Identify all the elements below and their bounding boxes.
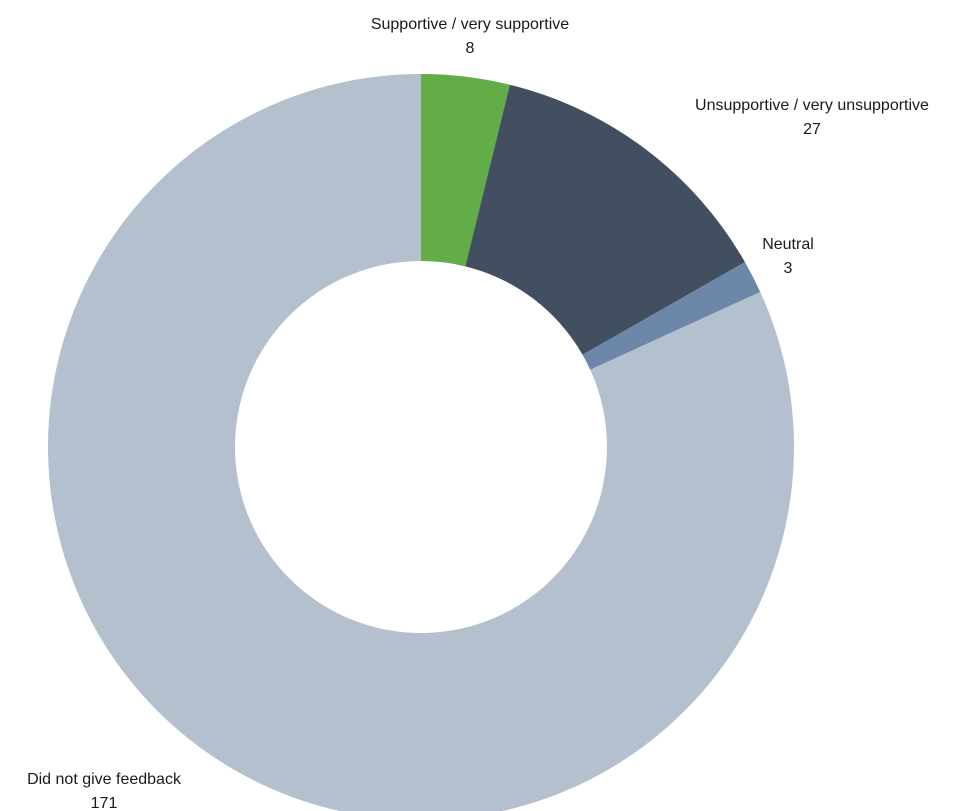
slice-value: 171	[91, 795, 118, 811]
slice-label: Did not give feedback	[27, 771, 182, 788]
slice-value: 8	[466, 40, 475, 57]
slice-did-not-give-feedback	[48, 74, 795, 811]
slice-label: Neutral	[762, 236, 814, 253]
slice-labels: Supportive / very supportive 8 Unsupportiv…	[27, 16, 929, 811]
slice-supportive-very-supportive	[421, 74, 510, 267]
donut-slices	[48, 74, 795, 811]
slice-value: 3	[784, 260, 793, 277]
slice-unsupportive-very-unsupportive	[465, 84, 745, 355]
slice-label: Supportive / very supportive	[371, 16, 569, 33]
slice-neutral	[582, 262, 761, 370]
slice-label: Unsupportive / very unsupportive	[695, 97, 929, 114]
slice-value: 27	[803, 121, 821, 138]
